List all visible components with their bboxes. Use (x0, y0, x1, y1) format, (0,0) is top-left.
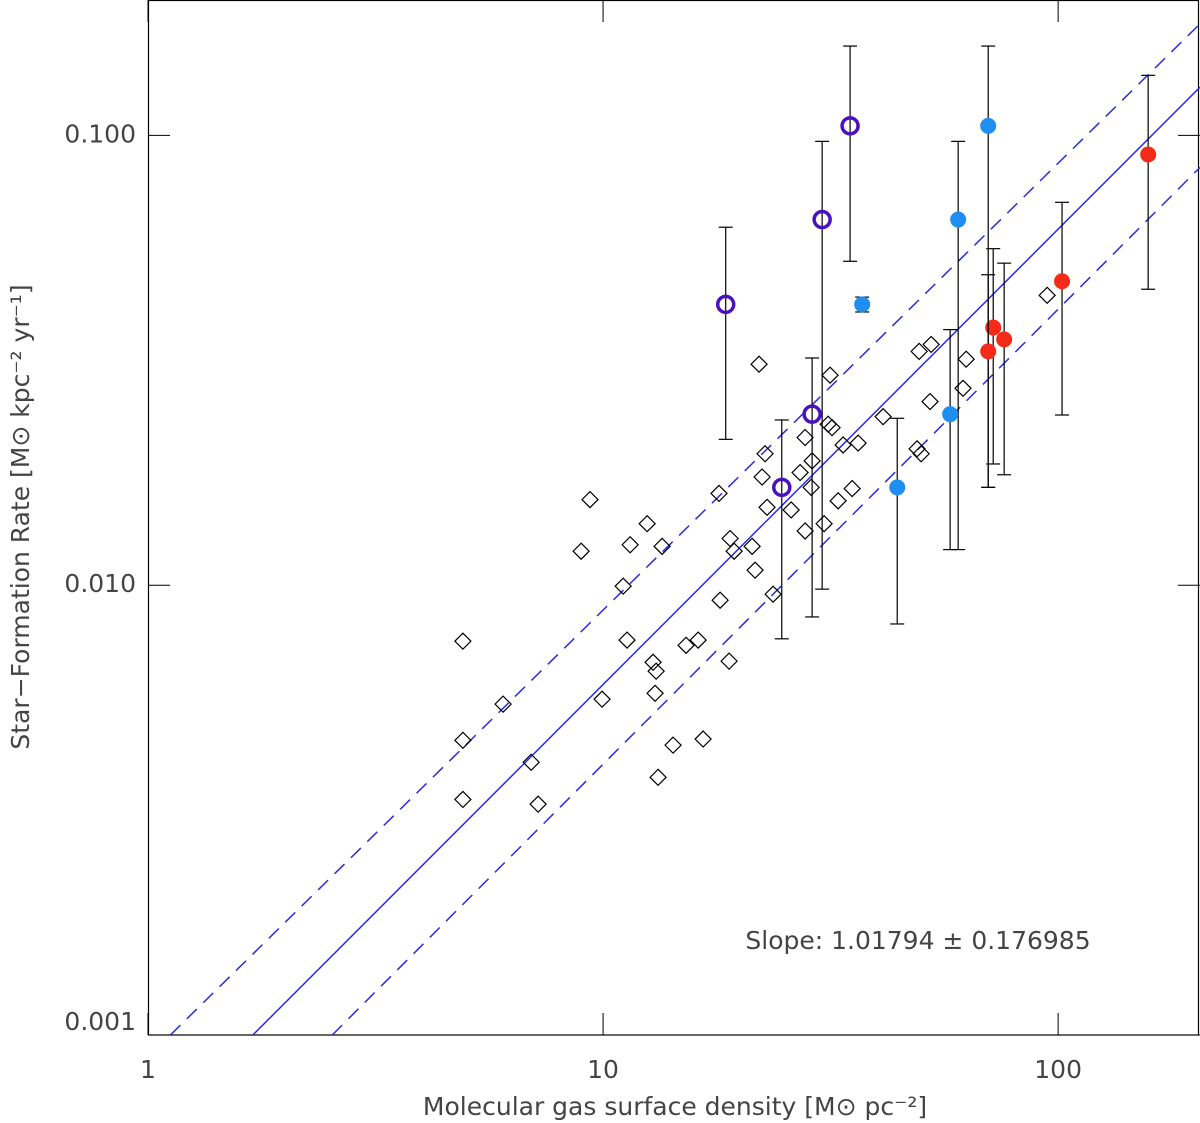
diamond-point (791, 463, 809, 482)
x-tick-label: 100 (1034, 1055, 1082, 1084)
diamond-point (815, 514, 833, 533)
diamond-point (522, 753, 541, 772)
diamond-point (581, 490, 599, 509)
diamond-point (689, 631, 708, 649)
diamond-point (572, 542, 590, 561)
filled-circle-point (980, 343, 997, 360)
diamond-point (725, 542, 743, 561)
diamond-point (720, 652, 738, 670)
filled-circle-point (1054, 273, 1071, 290)
diamond-point (921, 392, 939, 411)
diamond-point (454, 632, 472, 650)
diamond-point (1038, 286, 1057, 305)
diamond-point (874, 407, 892, 426)
diamond-point (758, 498, 776, 517)
diamond-point (782, 501, 800, 519)
slope-annotation: Slope: 1.01794 ± 0.176985 (745, 926, 1090, 955)
filled-circle-point (1140, 146, 1157, 163)
diamond-point (653, 537, 671, 556)
x-axis-label: Molecular gas surface density [M⊙ pc⁻²] (423, 1092, 927, 1121)
diamond-point (829, 492, 847, 510)
filled-circle-point (996, 331, 1013, 348)
diamond-point (764, 585, 782, 604)
diamond-point (454, 731, 472, 750)
diamond-point (694, 730, 712, 748)
diamond-point (796, 428, 814, 447)
filled-circle-point (889, 479, 906, 496)
filled-circle-point (985, 319, 1002, 336)
y-tick-label: 0.001 (64, 1007, 136, 1036)
diamond-point (646, 684, 664, 703)
y-axis-label: Star−Formation Rate [M⊙ kpc⁻² yr⁻¹] (6, 284, 35, 749)
diamond-point (954, 379, 972, 398)
x-tick-label: 1 (140, 1055, 156, 1084)
diamond-point (849, 434, 867, 452)
filled-circle-point (980, 117, 997, 134)
open-circle-point (812, 209, 832, 230)
diamond-point (664, 736, 682, 754)
fit-line (331, 166, 1200, 1035)
diamond-point (912, 444, 930, 463)
diamond-point (756, 444, 774, 463)
plot-frame (147, 0, 1200, 1036)
diamond-point (644, 653, 662, 672)
diamond-point (621, 535, 640, 554)
diamond-point (908, 439, 926, 458)
diamond-point (494, 695, 512, 713)
diamond-point (677, 636, 695, 655)
diamond-point (529, 795, 547, 814)
diamond-point (922, 335, 941, 354)
fit-line (169, 23, 1200, 1035)
filled-circle-point (854, 296, 871, 313)
diamond-point (743, 537, 761, 556)
diamond-point (618, 631, 636, 649)
diamond-point (753, 468, 771, 486)
diamond-point (802, 478, 821, 497)
diamond-point (710, 484, 728, 503)
diamond-point (843, 479, 862, 498)
diamond-point (796, 522, 814, 540)
diamond-point (746, 561, 764, 580)
y-tick-label: 0.010 (64, 569, 136, 598)
diamond-point (834, 436, 852, 454)
diamond-point (711, 591, 729, 610)
fit-line (252, 86, 1200, 1035)
diamond-point (957, 350, 976, 369)
plot-area (169, 23, 1200, 1035)
diamond-point (454, 790, 472, 809)
diamond-point (750, 355, 768, 374)
open-circle-point (715, 294, 736, 315)
open-circle-point (840, 116, 860, 136)
diamond-point (823, 418, 841, 437)
y-tick-label: 0.100 (64, 119, 136, 148)
filled-circle-point (950, 211, 967, 228)
open-circle-point (772, 477, 792, 498)
diamond-point (821, 366, 839, 385)
open-circle-point (802, 404, 822, 424)
diamond-point (647, 662, 665, 681)
diamond-point (593, 690, 611, 709)
diamond-point (638, 514, 657, 533)
diamond-point (649, 768, 667, 787)
filled-circle-point (942, 406, 959, 423)
diamond-point (910, 342, 929, 361)
x-tick-label: 10 (587, 1055, 619, 1084)
diamond-point (614, 577, 633, 596)
